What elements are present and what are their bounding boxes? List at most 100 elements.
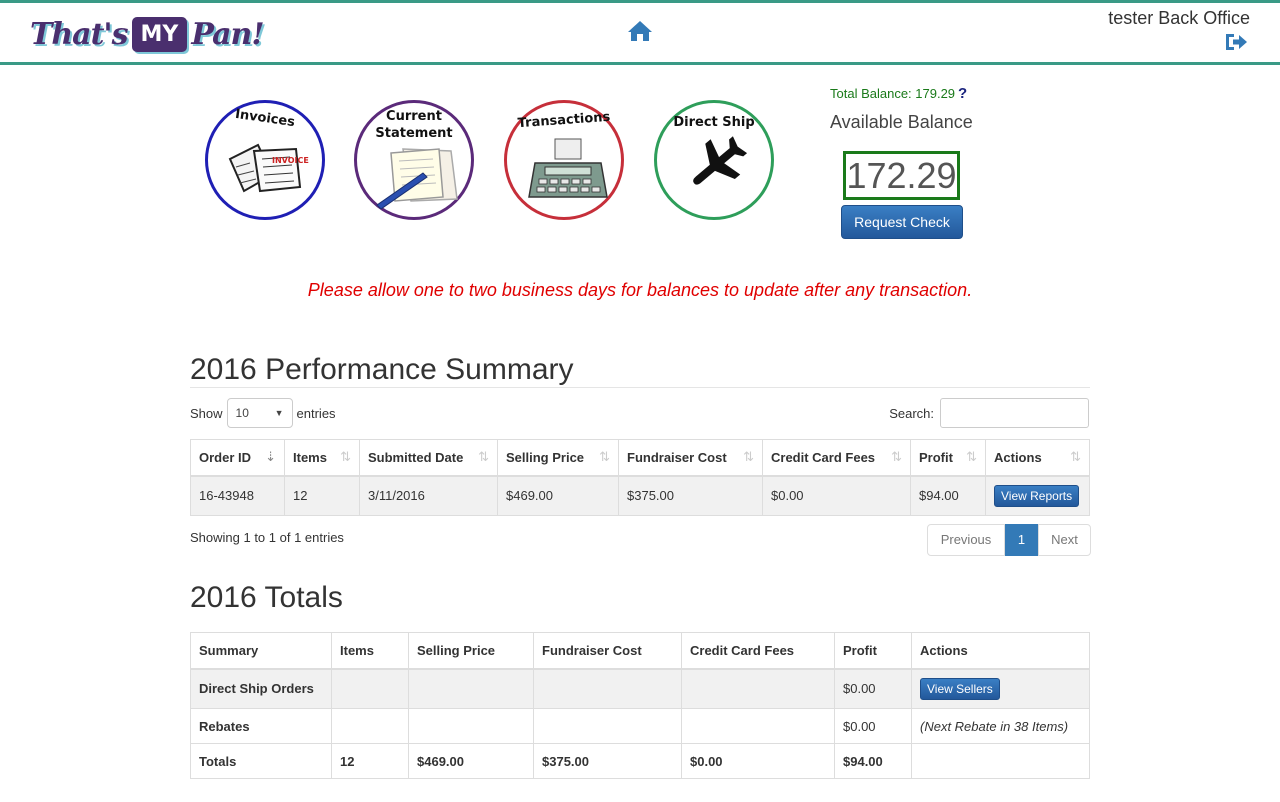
col-items[interactable]: Items ⇅ <box>284 439 360 477</box>
cell-actions: View Reports <box>985 475 1090 516</box>
cell-credit-card-fees <box>681 708 835 744</box>
next-rebate-note: (Next Rebate in 38 Items) <box>911 708 1090 744</box>
cell-credit-card-fees: $0.00 <box>681 743 835 779</box>
invoices-shortcut[interactable]: Invoices INVOICE <box>205 100 325 220</box>
cell-credit-card-fees: $0.00 <box>762 475 911 516</box>
cell-items: 12 <box>284 475 360 516</box>
entries-label: entries <box>296 405 336 421</box>
col-selling-price[interactable]: Selling Price ⇅ <box>497 439 619 477</box>
pagination-previous[interactable]: Previous <box>927 524 1005 556</box>
total-balance: Total Balance: 179.29? <box>830 85 967 102</box>
cell-items <box>331 668 409 709</box>
sign-out-icon[interactable] <box>1223 31 1249 53</box>
cell-summary: Direct Ship Orders <box>190 668 332 709</box>
cell-items <box>331 708 409 744</box>
direct-ship-label: Direct Ship <box>673 115 755 130</box>
transactions-shortcut[interactable]: Transactions <box>504 100 624 220</box>
col-selling-price-label: Selling Price <box>506 449 585 465</box>
performance-summary-title: 2016 Performance Summary <box>190 353 574 386</box>
col-order-id-label: Order ID <box>199 449 252 465</box>
sort-asc-icon: ⇣ <box>265 449 276 464</box>
home-icon[interactable] <box>627 19 653 43</box>
col-selling-price: Selling Price <box>408 632 534 670</box>
sort-icon: ⇅ <box>478 449 489 464</box>
col-submitted-date-label: Submitted Date <box>368 449 464 465</box>
view-sellers-button[interactable]: View Sellers <box>920 677 1000 700</box>
cell-summary: Rebates <box>190 708 332 744</box>
col-actions[interactable]: Actions ⇅ <box>985 439 1090 477</box>
table-header-row: Order ID ⇣ Items ⇅ Submitted Date ⇅ Selling… <box>190 439 1090 477</box>
direct-ship-shortcut[interactable]: Direct Ship <box>654 100 774 220</box>
sort-icon: ⇅ <box>1070 449 1081 464</box>
col-submitted-date[interactable]: Submitted Date ⇅ <box>359 439 498 477</box>
cell-selling-price: $469.00 <box>408 743 534 779</box>
cell-selling-price: $469.00 <box>497 475 619 516</box>
cell-selling-price <box>408 708 534 744</box>
total-balance-text: Total Balance: 179.29 <box>830 86 956 101</box>
cell-profit: $94.00 <box>910 475 986 516</box>
cell-actions <box>911 743 1090 779</box>
col-profit: Profit <box>834 632 912 670</box>
calculator-icon <box>528 138 608 198</box>
top-navbar: That's MY Pan! tester Back Office <box>0 0 1280 65</box>
entries-select-value: 10 <box>235 406 249 420</box>
request-check-button[interactable]: Request Check <box>841 205 963 239</box>
airplane-icon <box>693 136 748 185</box>
logo-text-right: Pan! <box>191 16 264 52</box>
pagination-next[interactable]: Next <box>1038 524 1091 556</box>
table-row: 16-43948 12 3/11/2016 $469.00 $375.00 $0… <box>190 475 1090 516</box>
help-icon[interactable]: ? <box>958 85 968 102</box>
col-credit-card-fees-label: Credit Card Fees <box>771 449 876 465</box>
logo-text-box: MY <box>131 16 188 52</box>
statement-pen-icon <box>376 148 458 209</box>
cell-fundraiser-cost: $375.00 <box>533 743 682 779</box>
col-fundraiser-cost: Fundraiser Cost <box>533 632 682 670</box>
cell-summary: Totals <box>190 743 332 779</box>
cell-actions: View Sellers <box>911 668 1090 709</box>
chevron-down-icon: ▼ <box>274 408 284 418</box>
col-credit-card-fees: Credit Card Fees <box>681 632 835 670</box>
col-actions: Actions <box>911 632 1090 670</box>
totals-title: 2016 Totals <box>190 581 343 614</box>
invoice-papers-icon: INVOICE <box>228 143 309 193</box>
sort-icon: ⇅ <box>966 449 977 464</box>
sort-icon: ⇅ <box>340 449 351 464</box>
show-label: Show <box>190 405 223 421</box>
entries-select[interactable]: 10 ▼ <box>226 398 293 428</box>
cell-submitted-date: 3/11/2016 <box>359 475 498 516</box>
divider <box>190 387 1090 388</box>
cell-credit-card-fees <box>681 668 835 709</box>
table-header-row: Summary Items Selling Price Fundraiser C… <box>190 632 1090 670</box>
svg-text:INVOICE: INVOICE <box>272 156 309 165</box>
table-search: Search: <box>889 398 1089 428</box>
cell-profit: $0.00 <box>834 708 912 744</box>
current-statement-label-line2: Statement <box>375 126 453 141</box>
user-name: tester Back Office <box>1108 8 1250 28</box>
balance-update-notice: Please allow one to two business days fo… <box>307 280 973 300</box>
col-credit-card-fees[interactable]: Credit Card Fees ⇅ <box>762 439 911 477</box>
pagination-page-current[interactable]: 1 <box>1005 524 1038 556</box>
view-reports-button[interactable]: View Reports <box>994 484 1080 507</box>
sort-icon: ⇅ <box>743 449 754 464</box>
cell-fundraiser-cost <box>533 708 682 744</box>
logo-text-left: That's <box>30 16 129 52</box>
col-profit[interactable]: Profit ⇅ <box>910 439 986 477</box>
current-statement-label: Current Statement <box>357 108 471 142</box>
cell-profit: $0.00 <box>834 668 912 709</box>
col-summary: Summary <box>190 632 332 670</box>
brand-logo[interactable]: That's MY Pan! <box>30 11 265 57</box>
col-fundraiser-cost[interactable]: Fundraiser Cost ⇅ <box>618 439 763 477</box>
performance-table: Order ID ⇣ Items ⇅ Submitted Date ⇅ Selling… <box>190 439 1090 516</box>
totals-row: Totals 12 $469.00 $375.00 $0.00 $94.00 <box>190 743 1090 779</box>
search-input[interactable] <box>940 398 1089 428</box>
invoices-label: Invoices <box>234 106 296 131</box>
cell-items: 12 <box>331 743 409 779</box>
sort-icon: ⇅ <box>891 449 902 464</box>
current-statement-shortcut[interactable]: Current Statement <box>354 100 474 220</box>
col-order-id[interactable]: Order ID ⇣ <box>190 439 285 477</box>
available-balance-value: 172.29 <box>843 151 960 200</box>
col-fundraiser-cost-label: Fundraiser Cost <box>627 449 727 465</box>
search-label: Search: <box>889 405 934 421</box>
table-row: Rebates $0.00 (Next Rebate in 38 Items) <box>190 708 1090 744</box>
transactions-label: Transactions <box>517 109 611 132</box>
